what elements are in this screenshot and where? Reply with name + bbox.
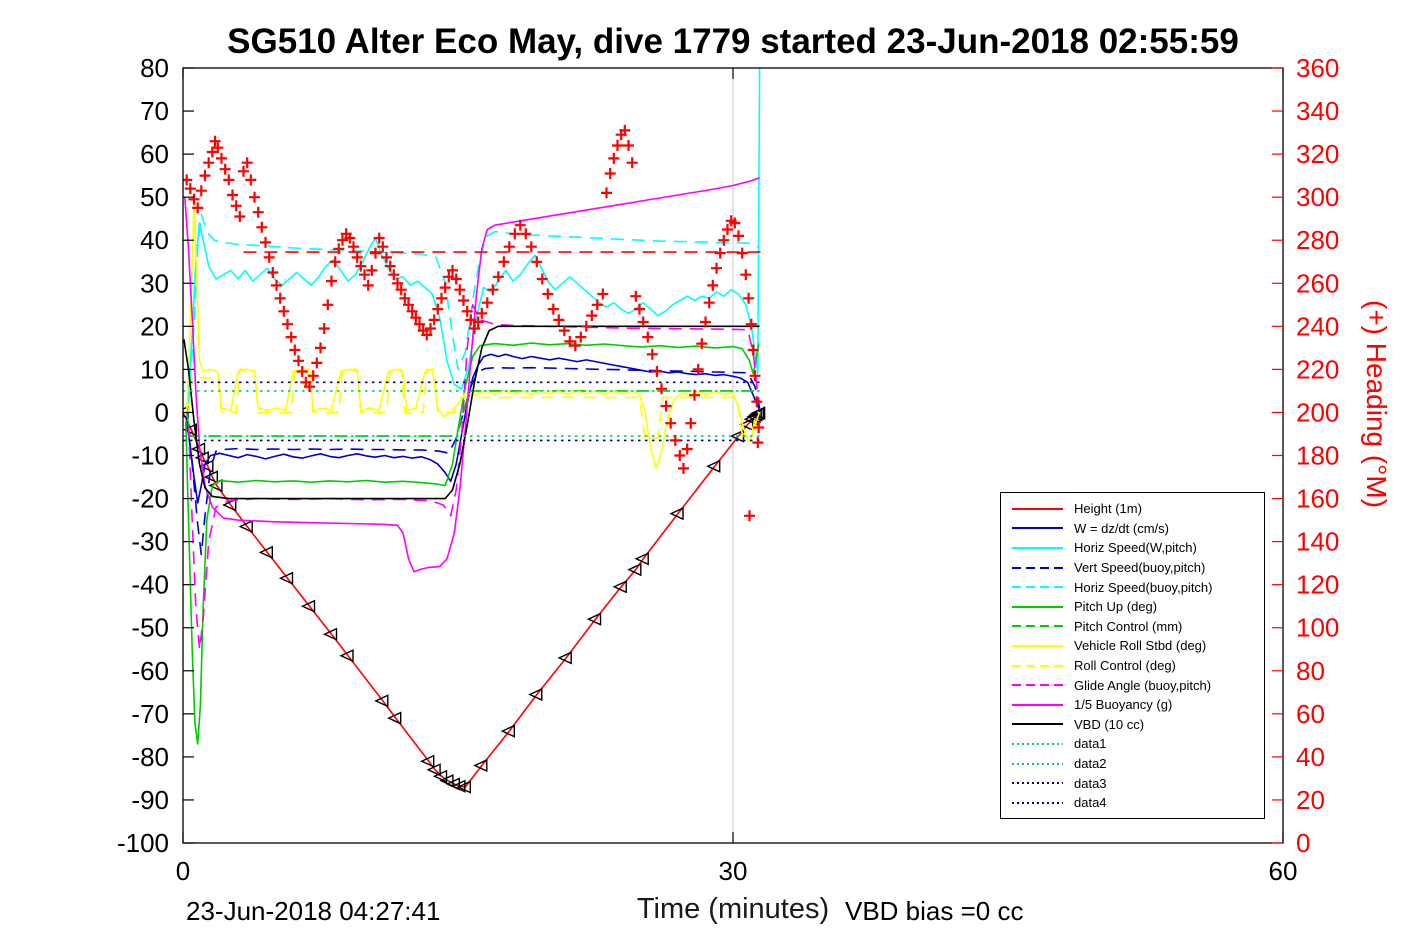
legend-item-12: VBD (10 cc) <box>1001 715 1264 735</box>
legend-line-sample <box>1012 566 1063 569</box>
legend-box: Height (1m) W = dz/dt (cm/s) Horiz Speed(W… <box>1000 492 1265 819</box>
legend-line-sample <box>1012 527 1063 530</box>
svg-text:0: 0 <box>176 856 190 886</box>
svg-text:120: 120 <box>1296 570 1339 600</box>
svg-text:50: 50 <box>140 182 169 212</box>
legend-item-1: Height (1m) <box>1001 499 1264 519</box>
svg-text:-50: -50 <box>131 613 169 643</box>
legend-item-5: Horiz Speed(buoy,pitch) <box>1001 577 1264 597</box>
svg-text:0: 0 <box>155 397 169 427</box>
svg-text:-70: -70 <box>131 699 169 729</box>
legend-item-6: Pitch Up (deg) <box>1001 597 1264 617</box>
legend-line-sample <box>1012 507 1063 510</box>
svg-text:220: 220 <box>1296 354 1339 384</box>
legend-line-sample <box>1012 684 1063 687</box>
svg-text:140: 140 <box>1296 527 1339 557</box>
vbd-bias-note: VBD bias =0 cc <box>845 896 1024 926</box>
legend-item-16: data4 <box>1001 793 1264 813</box>
legend-item-8: Vehicle Roll Stbd (deg) <box>1001 636 1264 656</box>
dive-end-timestamp: 23-Jun-2018 04:27:41 <box>186 896 441 926</box>
svg-text:20: 20 <box>1296 785 1325 815</box>
svg-text:40: 40 <box>1296 742 1325 772</box>
svg-text:60: 60 <box>1269 856 1298 886</box>
legend-label: Horiz Speed(W,pitch) <box>1074 540 1197 556</box>
svg-text:30: 30 <box>140 268 169 298</box>
legend-label: Horiz Speed(buoy,pitch) <box>1074 579 1213 595</box>
legend-item-2: W = dz/dt (cm/s) <box>1001 519 1264 539</box>
svg-text:280: 280 <box>1296 225 1339 255</box>
legend-item-3: Horiz Speed(W,pitch) <box>1001 538 1264 558</box>
legend-item-11: 1/5 Buoyancy (g) <box>1001 695 1264 715</box>
legend-line-sample <box>1012 625 1063 628</box>
svg-text:340: 340 <box>1296 96 1339 126</box>
svg-text:60: 60 <box>1296 699 1325 729</box>
svg-text:360: 360 <box>1296 53 1339 83</box>
svg-text:320: 320 <box>1296 139 1339 169</box>
svg-text:-60: -60 <box>131 656 169 686</box>
legend-line-sample <box>1012 546 1063 549</box>
legend-label: Vert Speed(buoy,pitch) <box>1074 560 1206 576</box>
legend-label: data1 <box>1074 736 1107 752</box>
legend-item-10: Glide Angle (buoy,pitch) <box>1001 675 1264 695</box>
svg-text:30: 30 <box>719 856 748 886</box>
svg-text:-90: -90 <box>131 785 169 815</box>
legend-label: VBD (10 cc) <box>1074 716 1145 732</box>
legend-line-sample <box>1012 762 1063 765</box>
legend-item-14: data2 <box>1001 754 1264 774</box>
svg-text:40: 40 <box>140 225 169 255</box>
svg-text:-100: -100 <box>117 828 169 858</box>
svg-text:-20: -20 <box>131 484 169 514</box>
legend-item-9: Roll Control (deg) <box>1001 656 1264 676</box>
legend-item-4: Vert Speed(buoy,pitch) <box>1001 558 1264 578</box>
legend-item-7: Pitch Control (mm) <box>1001 617 1264 637</box>
legend-label: Height (1m) <box>1074 501 1142 517</box>
svg-text:-80: -80 <box>131 742 169 772</box>
legend-line-sample <box>1012 703 1063 706</box>
svg-text:-30: -30 <box>131 527 169 557</box>
svg-text:20: 20 <box>140 311 169 341</box>
legend-line-sample <box>1012 742 1063 745</box>
legend-line-sample <box>1012 605 1063 608</box>
legend-item-15: data3 <box>1001 773 1264 793</box>
legend-label: Pitch Up (deg) <box>1074 599 1158 615</box>
svg-text:-10: -10 <box>131 441 169 471</box>
legend-label: data2 <box>1074 756 1107 772</box>
legend-line-sample <box>1012 586 1063 589</box>
svg-text:10: 10 <box>140 354 169 384</box>
legend-label: data4 <box>1074 795 1107 811</box>
legend-item-13: data1 <box>1001 734 1264 754</box>
legend-line-sample <box>1012 723 1063 726</box>
legend-label: Glide Angle (buoy,pitch) <box>1074 677 1212 693</box>
svg-text:80: 80 <box>1296 656 1325 686</box>
svg-text:70: 70 <box>140 96 169 126</box>
legend-line-sample <box>1012 644 1063 647</box>
legend-label: data3 <box>1074 775 1107 791</box>
svg-text:-40: -40 <box>131 570 169 600</box>
svg-text:300: 300 <box>1296 182 1339 212</box>
svg-text:180: 180 <box>1296 441 1339 471</box>
legend-label: Roll Control (deg) <box>1074 658 1176 674</box>
svg-text:80: 80 <box>140 53 169 83</box>
legend-label: Pitch Control (mm) <box>1074 618 1183 634</box>
legend-label: Vehicle Roll Stbd (deg) <box>1074 638 1207 654</box>
legend-line-sample <box>1012 782 1063 785</box>
svg-text:0: 0 <box>1296 828 1310 858</box>
legend-line-sample <box>1012 801 1063 804</box>
svg-text:200: 200 <box>1296 397 1339 427</box>
right-y-axis-label: (+) Heading (°M) <box>1361 300 1392 509</box>
svg-text:60: 60 <box>140 139 169 169</box>
legend-line-sample <box>1012 664 1063 667</box>
legend-label: W = dz/dt (cm/s) <box>1074 520 1169 536</box>
svg-text:100: 100 <box>1296 613 1339 643</box>
legend-label: 1/5 Buoyancy (g) <box>1074 697 1173 713</box>
svg-text:240: 240 <box>1296 311 1339 341</box>
chart-title: SG510 Alter Eco May, dive 1779 started 2… <box>227 22 1239 61</box>
svg-text:260: 260 <box>1296 268 1339 298</box>
svg-text:160: 160 <box>1296 484 1339 514</box>
